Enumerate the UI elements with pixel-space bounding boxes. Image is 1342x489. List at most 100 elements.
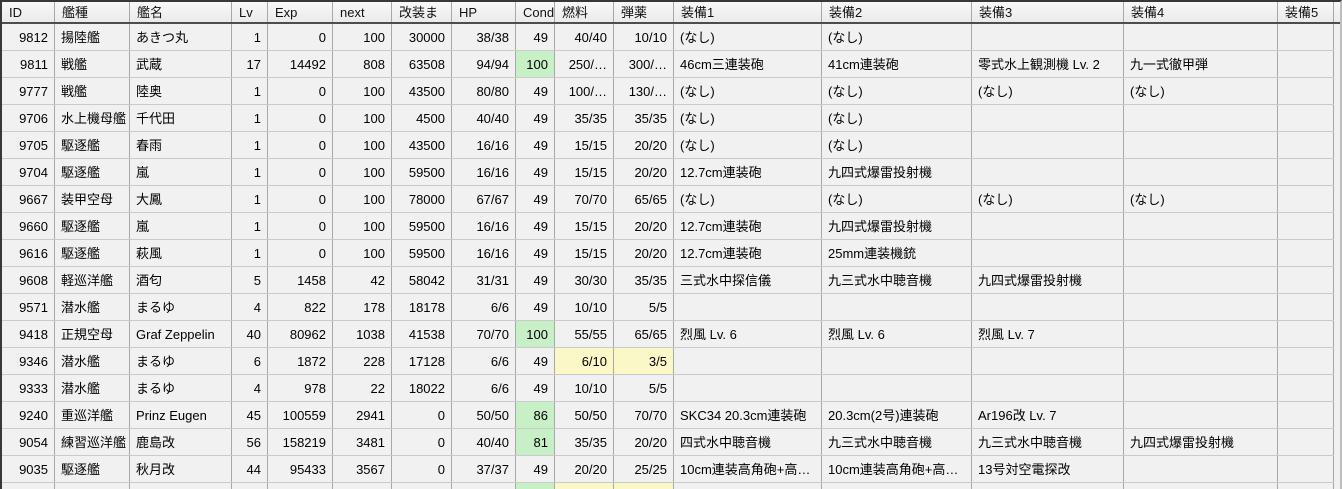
cell-fuel xyxy=(555,483,614,489)
cell-lv: 1 xyxy=(232,213,268,239)
cell-hp: 16/16 xyxy=(452,132,516,158)
column-header-ammo[interactable]: 弾薬 xyxy=(614,2,674,22)
cell-eq4 xyxy=(1124,159,1278,185)
cell-next: 228 xyxy=(333,348,392,374)
cell-remodel: 58042 xyxy=(392,267,452,293)
cell-fuel: 20/20 xyxy=(555,456,614,482)
ship-row[interactable]: 9608 軽巡洋艦 酒匂 5 1458 42 58042 31/31 49 30/30 35/35 三… xyxy=(2,267,1334,294)
cell-cond: 49 xyxy=(516,159,555,185)
cell-eq1: (なし) xyxy=(674,186,822,212)
cell-type: 駆逐艦 xyxy=(55,213,130,239)
cell-eq4 xyxy=(1124,240,1278,266)
cell-next: 42 xyxy=(333,267,392,293)
ship-row[interactable]: 9571 潜水艦 まるゆ 4 822 178 18178 6/6 49 10/10 5/5 xyxy=(2,294,1334,321)
ship-row[interactable]: 9035 駆逐艦 秋月改 44 95433 3567 0 37/37 49 20/20 25/25 1… xyxy=(2,456,1334,483)
ship-row[interactable]: 9777 戦艦 陸奥 1 0 100 43500 80/80 49 100/… 130/… (なし)(… xyxy=(2,78,1334,105)
cell-eq4 xyxy=(1124,483,1278,489)
cell-exp: 95433 xyxy=(268,456,333,482)
cell-exp: 0 xyxy=(268,24,333,50)
cell-lv: 5 xyxy=(232,267,268,293)
cell-type: 潜水艦 xyxy=(55,375,130,401)
ship-row-partial[interactable] xyxy=(2,483,1334,489)
cell-cond: 49 xyxy=(516,267,555,293)
cell-id: 9812 xyxy=(2,24,55,50)
cell-cond: 49 xyxy=(516,132,555,158)
column-header-hp[interactable]: HP xyxy=(452,2,516,22)
ship-row[interactable]: 9616 駆逐艦 萩風 1 0 100 59500 16/16 49 15/15 20/20 12.7… xyxy=(2,240,1334,267)
column-header-eq5[interactable]: 装備5 xyxy=(1278,2,1334,22)
ship-row[interactable]: 9704 駆逐艦嵐 1 0 100 59500 16/16 49 15/15 20/20 12.7c… xyxy=(2,159,1334,186)
cell-hp xyxy=(452,483,516,489)
column-header-type[interactable]: 艦種 xyxy=(55,2,130,22)
column-header-lv[interactable]: Lv xyxy=(232,2,268,22)
column-header-fuel[interactable]: 燃料 xyxy=(555,2,614,22)
cell-lv: 1 xyxy=(232,24,268,50)
ship-row[interactable]: 9333 潜水艦 まるゆ 4 978 22 18022 6/6 49 10/10 5/5 xyxy=(2,375,1334,402)
cell-fuel: 40/40 xyxy=(555,24,614,50)
cell-name xyxy=(130,483,232,489)
cell-lv: 44 xyxy=(232,456,268,482)
ship-row[interactable]: 9054 練習巡洋艦 鹿島改 56 158219 3481 0 40/40 81 35/35 20/… xyxy=(2,429,1334,456)
ship-row[interactable]: 9660 駆逐艦嵐 1 0 100 59500 16/16 49 15/15 20/20 12.7c… xyxy=(2,213,1334,240)
cell-hp: 40/40 xyxy=(452,105,516,131)
cell-eq4 xyxy=(1124,267,1278,293)
column-header-eq4[interactable]: 装備4 xyxy=(1124,2,1278,22)
cell-type: 重巡洋艦 xyxy=(55,402,130,428)
cell-eq3: 零式水上観測機 Lv. 2 xyxy=(972,51,1124,77)
ship-row[interactable]: 9811 戦艦 武蔵 17 14492 808 63508 94/94 100 250/… 300/… xyxy=(2,51,1334,78)
cell-eq3 xyxy=(972,240,1124,266)
cell-next: 3481 xyxy=(333,429,392,455)
column-header-remodel[interactable]: 改装ま xyxy=(392,2,452,22)
cell-cond: 49 xyxy=(516,105,555,131)
cell-eq3 xyxy=(972,213,1124,239)
cell-ammo: 5/5 xyxy=(614,294,674,320)
cell-eq5 xyxy=(1278,294,1334,320)
cell-eq4 xyxy=(1124,348,1278,374)
cell-name: Graf Zeppelin xyxy=(130,321,232,347)
ship-row[interactable]: 9240 重巡洋艦 Prinz Eugen 45 100559 2941 0 50/50 86 5… xyxy=(2,402,1334,429)
cell-eq2: 九三式水中聴音機 xyxy=(822,429,972,455)
cell-next: 22 xyxy=(333,375,392,401)
ship-row[interactable]: 9667 装甲空母 大鳳 1 0 100 78000 67/67 49 70/70 65/65 (なし… xyxy=(2,186,1334,213)
scrollbar-strip[interactable] xyxy=(1334,0,1342,489)
cell-id xyxy=(2,483,55,489)
cell-next: 2941 xyxy=(333,402,392,428)
cell-fuel: 15/15 xyxy=(555,213,614,239)
cell-id: 9705 xyxy=(2,132,55,158)
cell-lv: 1 xyxy=(232,240,268,266)
cell-eq3 xyxy=(972,105,1124,131)
column-header-eq2[interactable]: 装備2 xyxy=(822,2,972,22)
cell-ammo: 3/5 xyxy=(614,348,674,374)
cell-exp: 0 xyxy=(268,105,333,131)
ship-row[interactable]: 9705 駆逐艦 春雨 1 0 100 43500 16/16 49 15/15 20/20 (なし)… xyxy=(2,132,1334,159)
ship-row[interactable]: 9706 水上機母艦 千代田 1 0 100 4500 40/40 49 35/35 35/35 (な… xyxy=(2,105,1334,132)
column-header-name[interactable]: 艦名 xyxy=(130,2,232,22)
cell-hp: 50/50 xyxy=(452,402,516,428)
cell-fuel: 10/10 xyxy=(555,294,614,320)
ship-row[interactable]: 9812 揚陸艦 あきつ丸 1 0 100 30000 38/38 49 40/40 10/10 (な… xyxy=(2,24,1334,51)
cell-type: 潜水艦 xyxy=(55,294,130,320)
ship-row[interactable]: 9346 潜水艦 まるゆ 6 1872 228 17128 6/6 49 6/10 3/5 xyxy=(2,348,1334,375)
cell-next: 100 xyxy=(333,132,392,158)
ship-row[interactable]: 9418 正規空母 Graf Zeppelin 40 80962 1038 41538 70/… xyxy=(2,321,1334,348)
cell-eq2 xyxy=(822,483,972,489)
column-header-next[interactable]: next xyxy=(333,2,392,22)
column-header-exp[interactable]: Exp xyxy=(268,2,333,22)
column-header-cond[interactable]: Cond xyxy=(516,2,555,22)
cell-exp: 80962 xyxy=(268,321,333,347)
cell-remodel: 0 xyxy=(392,402,452,428)
cell-eq4 xyxy=(1124,294,1278,320)
cell-id: 9706 xyxy=(2,105,55,131)
cell-eq2: 九四式爆雷投射機 xyxy=(822,159,972,185)
cell-eq2: 九三式水中聴音機 xyxy=(822,267,972,293)
cell-name: 嵐 xyxy=(130,213,232,239)
column-header-eq1[interactable]: 装備1 xyxy=(674,2,822,22)
cell-next: 100 xyxy=(333,78,392,104)
cell-lv: 40 xyxy=(232,321,268,347)
column-header-eq3[interactable]: 装備3 xyxy=(972,2,1124,22)
cell-id: 9660 xyxy=(2,213,55,239)
column-header-id[interactable]: ID xyxy=(2,2,55,22)
cell-ammo: 25/25 xyxy=(614,456,674,482)
cell-lv: 56 xyxy=(232,429,268,455)
cell-hp: 16/16 xyxy=(452,213,516,239)
